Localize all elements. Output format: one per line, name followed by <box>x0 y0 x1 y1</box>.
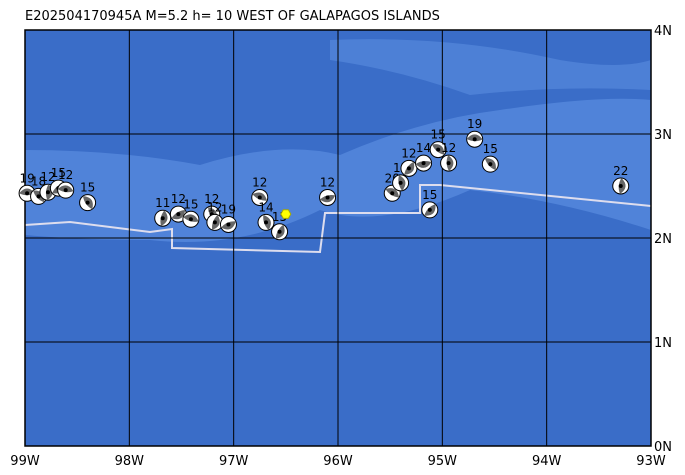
beachball <box>392 174 410 192</box>
x-tick-label: 95W <box>428 454 458 469</box>
depth-label: 15 <box>80 181 95 195</box>
depth-label: 15 <box>483 142 498 156</box>
depth-label: 12 <box>40 170 55 184</box>
beachball <box>319 188 337 206</box>
beachball <box>440 154 458 172</box>
y-tick-label: 3N <box>654 128 672 143</box>
ball-center <box>226 222 231 227</box>
ball-center <box>25 191 30 196</box>
beachball <box>79 194 97 212</box>
y-tick-label: 4N <box>654 24 672 39</box>
depth-label: 15 <box>51 166 66 180</box>
y-tick-label: 1N <box>654 336 672 351</box>
depth-label: 11 <box>155 196 170 210</box>
beachball <box>466 130 484 148</box>
ball-center <box>264 220 269 225</box>
ball-center <box>325 195 330 200</box>
beachball <box>182 210 200 228</box>
x-tick-label: 96W <box>323 454 353 469</box>
depth-label: 18 <box>31 174 46 188</box>
beachball <box>429 141 447 159</box>
x-tick-label: 94W <box>532 454 562 469</box>
bathymetry <box>330 39 651 95</box>
beachball <box>415 154 433 172</box>
x-tick-label: 93W <box>636 454 666 469</box>
depth-label: 14 <box>416 141 431 155</box>
ball-center <box>257 195 262 200</box>
beachball <box>421 201 439 219</box>
ball-center <box>36 194 41 199</box>
title: E202504170945A M=5.2 h= 10 WEST OF GALAP… <box>25 9 440 24</box>
depth-label: 12 <box>204 192 219 206</box>
ball-center <box>85 200 90 205</box>
depth-label: 15 <box>183 197 198 211</box>
ball-center <box>618 184 623 188</box>
depth-label: 22 <box>613 164 628 178</box>
ball-center <box>45 190 50 195</box>
ball-center <box>398 180 403 185</box>
y-tick-label: 2N <box>654 232 672 247</box>
depth-label: 12 <box>401 146 416 160</box>
beachball <box>400 159 418 177</box>
beachball <box>612 177 630 195</box>
beachball <box>219 215 237 233</box>
ball-center <box>176 212 181 217</box>
ball-center <box>421 161 426 166</box>
ball-center <box>427 207 432 212</box>
ball-center <box>436 147 441 152</box>
beachball <box>481 155 499 173</box>
depth-label: 15 <box>422 188 437 202</box>
depth-label: 19 <box>19 171 34 185</box>
ball-center <box>390 191 395 196</box>
beachball <box>271 223 289 241</box>
x-tick-label: 99W <box>10 454 40 469</box>
ball-center <box>63 188 68 193</box>
depth-label: 12 <box>207 200 222 214</box>
epicenter <box>280 209 292 219</box>
depth-label: 14 <box>258 200 273 214</box>
depth-label: 15 <box>431 128 446 142</box>
depth-label: 12 <box>252 175 267 189</box>
beachball <box>154 209 172 227</box>
ball-center <box>212 220 217 225</box>
ball-center <box>488 162 493 167</box>
ball-center <box>472 137 477 142</box>
y-tick-label: 0N <box>654 440 672 455</box>
depth-label: 19 <box>221 202 236 216</box>
x-tick-label: 97W <box>219 454 249 469</box>
beachball <box>251 188 269 206</box>
ball-center <box>188 217 193 222</box>
depth-label: 12 <box>320 175 335 189</box>
beachball <box>257 213 275 231</box>
ball-center <box>160 216 165 221</box>
depth-label: 12 <box>171 192 186 206</box>
ball-center <box>446 161 451 166</box>
depth-label: 12 <box>441 141 456 155</box>
depth-label: 19 <box>467 117 482 131</box>
beachball <box>206 213 224 231</box>
plate-boundary <box>24 184 652 254</box>
beachball <box>57 181 75 199</box>
depth-label: 12 <box>58 168 73 182</box>
ball-center <box>277 229 282 234</box>
ball-center <box>406 166 411 171</box>
frame <box>24 29 652 447</box>
x-tick-label: 98W <box>115 454 145 469</box>
